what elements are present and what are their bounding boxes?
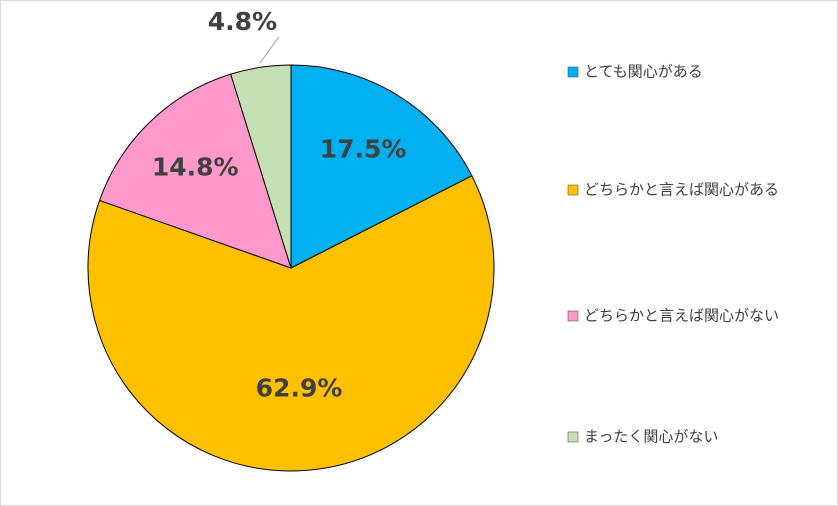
leader-line xyxy=(259,36,279,64)
pie-slice xyxy=(98,73,292,269)
legend-swatch xyxy=(567,66,579,78)
legend-swatch xyxy=(567,431,579,443)
legend-label: まったく関心がない xyxy=(584,428,718,446)
pie-slice xyxy=(230,64,292,269)
value-label: 14.8% xyxy=(152,153,239,182)
legend-label: どちらかと言えば関心がある xyxy=(584,181,779,199)
legend-swatch xyxy=(567,184,579,196)
legend-label: どちらかと言えば関心がない xyxy=(584,307,779,325)
pie-slice xyxy=(87,175,495,472)
legend-swatch xyxy=(567,310,579,322)
legend-label: とても関心がある xyxy=(584,63,703,81)
value-label: 17.5% xyxy=(320,134,407,163)
value-label: 62.9% xyxy=(256,374,343,403)
value-label: 4.8% xyxy=(208,7,277,36)
pie-slice xyxy=(290,64,473,269)
